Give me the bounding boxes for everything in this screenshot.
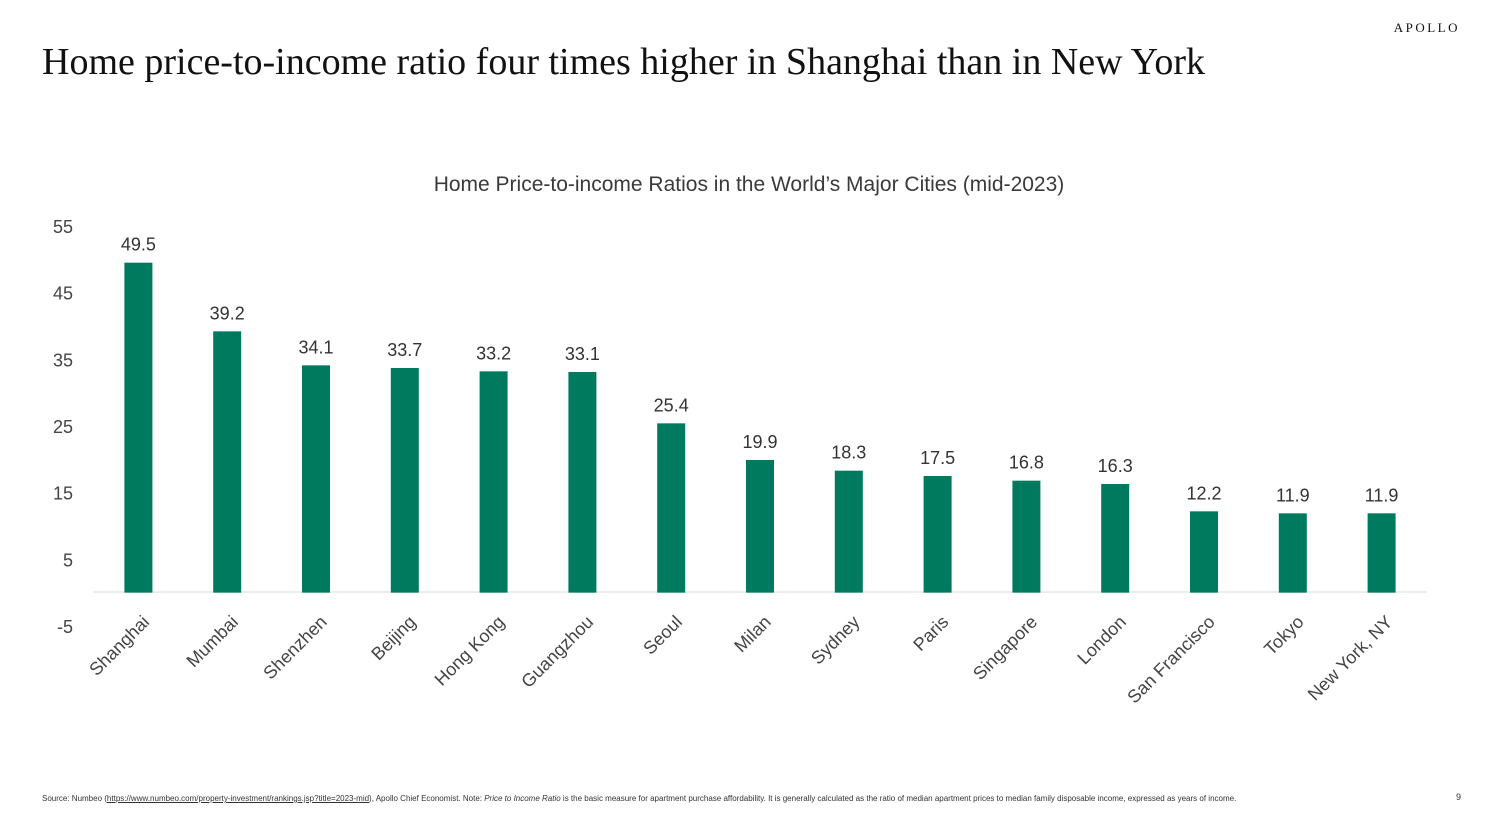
data-label: 34.1: [298, 337, 333, 357]
bar: [657, 423, 686, 593]
footnote-suffix: is the basic measure for apartment purch…: [560, 794, 1237, 803]
footnote-prefix: Source: Numbeo (: [42, 794, 107, 803]
bar: [479, 371, 508, 593]
y-tick-label: 45: [53, 284, 73, 304]
data-label: 11.9: [1276, 485, 1310, 505]
page-number: 9: [1455, 792, 1461, 802]
x-tick-label: New York, NY: [1304, 612, 1397, 705]
x-tick-label: Shanghai: [85, 612, 153, 680]
y-tick-label: 55: [53, 217, 73, 237]
page-title: Home price-to-income ratio four times hi…: [42, 41, 1205, 83]
bar: [1278, 513, 1307, 593]
y-tick-label: 15: [53, 484, 73, 504]
footnote-middle: ), Apollo Chief Economist. Note:: [369, 794, 485, 803]
bar: [923, 476, 952, 593]
bar: [1190, 511, 1218, 593]
data-label: 12.2: [1186, 483, 1221, 503]
bar: [834, 470, 863, 593]
data-label: 19.9: [742, 432, 777, 452]
bar: [1012, 480, 1041, 593]
data-label: 33.1: [565, 344, 600, 364]
x-tick-label: Milan: [730, 612, 775, 657]
y-tick-label: 5: [63, 550, 73, 570]
x-tick-label: London: [1073, 612, 1130, 669]
bar: [1101, 484, 1130, 593]
bar: [568, 372, 597, 593]
data-label: 33.2: [476, 343, 511, 363]
y-tick-label: 25: [53, 417, 73, 437]
data-label: 25.4: [654, 395, 689, 415]
x-tick-label: Sydney: [807, 612, 864, 669]
bar: [213, 331, 242, 593]
x-tick-label: Shenzhen: [259, 612, 330, 683]
x-tick-label: Singapore: [969, 612, 1041, 684]
data-label: 49.5: [121, 235, 156, 255]
bar: [746, 460, 774, 593]
source-link[interactable]: https://www.numbeo.com/property-investme…: [106, 794, 370, 803]
x-tick-label: Hong Kong: [431, 612, 509, 690]
bar: [302, 365, 330, 593]
data-label: 18.3: [831, 443, 866, 463]
brand-logo: APOLLO: [1393, 20, 1460, 35]
x-tick-label: Mumbai: [183, 612, 242, 671]
data-label: 17.5: [920, 448, 955, 468]
x-tick-label: Beijing: [367, 612, 419, 664]
data-label: 11.9: [1365, 485, 1399, 505]
data-label: 39.2: [210, 303, 245, 323]
bar: [1367, 513, 1396, 593]
x-tick-label: Paris: [909, 612, 952, 655]
x-tick-label: Tokyo: [1260, 612, 1307, 659]
bar: [390, 368, 419, 593]
y-tick-label: -5: [57, 617, 73, 637]
bar: [124, 262, 153, 593]
data-label: 16.3: [1098, 456, 1133, 476]
footnote-italic-term: Price to Income Ratio: [484, 794, 561, 803]
x-tick-label: Guangzhou: [517, 612, 597, 692]
bar-chart: Home Price-to-income Ratios in the World…: [53, 173, 1426, 708]
x-tick-label: San Francisco: [1123, 612, 1219, 708]
data-label: 16.8: [1009, 453, 1044, 473]
x-tick-label: Seoul: [639, 612, 686, 659]
chart-title: Home Price-to-income Ratios in the World…: [434, 173, 1065, 196]
y-tick-label: 35: [53, 350, 73, 370]
source-footnote: Source: Numbeo (https://www.numbeo.com/p…: [42, 794, 1236, 803]
data-label: 33.7: [387, 340, 422, 360]
